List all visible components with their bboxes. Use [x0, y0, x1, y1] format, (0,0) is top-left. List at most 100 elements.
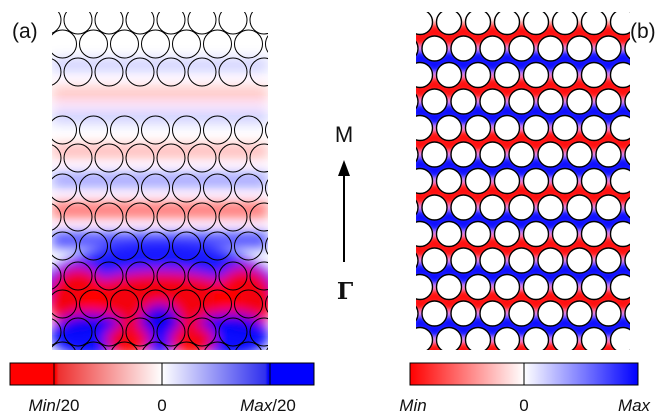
air-hole — [537, 88, 564, 115]
air-hole — [508, 194, 535, 221]
air-hole — [416, 40, 419, 57]
air-hole — [551, 12, 579, 36]
air-hole — [551, 167, 579, 195]
air-hole — [249, 143, 268, 173]
air-hole — [551, 326, 579, 350]
air-hole — [493, 12, 521, 36]
air-hole — [218, 317, 248, 347]
air-hole — [249, 317, 268, 347]
air-hole — [187, 12, 217, 35]
air-hole — [2, 203, 30, 231]
air-hole — [493, 326, 521, 350]
air-hole — [580, 61, 608, 89]
air-hole — [566, 141, 593, 168]
air-hole — [110, 29, 139, 59]
air-hole — [203, 231, 232, 261]
air-hole — [624, 249, 630, 272]
air-hole — [187, 202, 217, 232]
air-hole — [52, 115, 77, 145]
air-hole — [203, 29, 232, 59]
air-hole — [79, 289, 108, 319]
air-hole — [156, 317, 186, 347]
direction-bottom-label: Γ — [337, 278, 354, 305]
air-hole — [551, 273, 579, 301]
air-hole — [450, 247, 477, 274]
air-hole — [125, 261, 155, 291]
air-hole — [450, 88, 477, 115]
direction-indicator: M Γ — [335, 122, 354, 305]
air-hole — [508, 88, 535, 115]
air-hole — [464, 326, 492, 350]
air-hole — [281, 318, 309, 346]
panel-b-label: (b) — [630, 20, 656, 43]
air-hole — [265, 35, 268, 53]
air-hole — [464, 167, 492, 195]
direction-top-label: M — [335, 122, 353, 147]
air-hole — [654, 89, 665, 114]
air-hole — [566, 247, 593, 274]
air-hole — [416, 326, 434, 350]
air-hole — [421, 194, 448, 221]
air-hole — [421, 88, 448, 115]
air-hole — [52, 341, 76, 350]
air-hole — [508, 300, 535, 327]
air-hole — [379, 275, 404, 300]
air-hole — [522, 326, 550, 350]
air-hole — [537, 35, 564, 62]
air-hole — [203, 115, 232, 145]
air-hole — [537, 247, 564, 274]
air-hole — [204, 341, 231, 350]
air-hole — [379, 222, 404, 247]
air-hole — [141, 115, 170, 145]
air-hole — [156, 12, 186, 35]
air-hole — [537, 300, 564, 327]
field-band-a — [52, 108, 268, 124]
air-hole — [450, 194, 477, 221]
air-hole — [52, 203, 62, 231]
air-hole — [110, 115, 139, 145]
air-hole — [52, 289, 77, 319]
air-hole — [522, 220, 550, 248]
air-hole — [640, 328, 665, 353]
air-hole — [479, 300, 506, 327]
air-hole — [79, 29, 108, 59]
air-hole — [522, 61, 550, 89]
air-hole — [110, 231, 139, 261]
air-hole — [624, 37, 630, 60]
air-hole — [654, 301, 665, 326]
air-hole — [249, 202, 268, 232]
air-hole — [281, 262, 309, 290]
air-hole — [421, 141, 448, 168]
air-hole — [2, 318, 30, 346]
air-hole — [172, 231, 201, 261]
air-hole — [218, 202, 248, 232]
air-hole — [566, 194, 593, 221]
air-hole — [609, 167, 630, 195]
air-hole — [450, 300, 477, 327]
air-hole — [218, 12, 248, 35]
panel-a-label: (a) — [12, 20, 38, 43]
air-hole — [624, 90, 630, 113]
air-hole — [125, 57, 155, 87]
air-hole — [156, 202, 186, 232]
air-hole — [508, 35, 535, 62]
air-hole — [464, 61, 492, 89]
air-hole — [493, 61, 521, 89]
air-hole — [551, 220, 579, 248]
air-hole — [450, 141, 477, 168]
air-hole — [479, 88, 506, 115]
air-hole — [435, 326, 463, 350]
air-hole — [203, 289, 232, 319]
air-hole — [265, 237, 268, 255]
panel-a-field — [2, 12, 309, 350]
air-hole — [609, 273, 630, 301]
air-hole — [416, 252, 419, 269]
air-hole — [249, 57, 268, 87]
air-hole — [640, 222, 665, 247]
colorbar-b-zero-label: 0 — [519, 396, 528, 415]
air-hole — [187, 143, 217, 173]
air-hole — [187, 57, 217, 87]
air-hole — [281, 58, 309, 86]
air-hole — [595, 300, 622, 327]
field-band-a — [52, 144, 268, 158]
